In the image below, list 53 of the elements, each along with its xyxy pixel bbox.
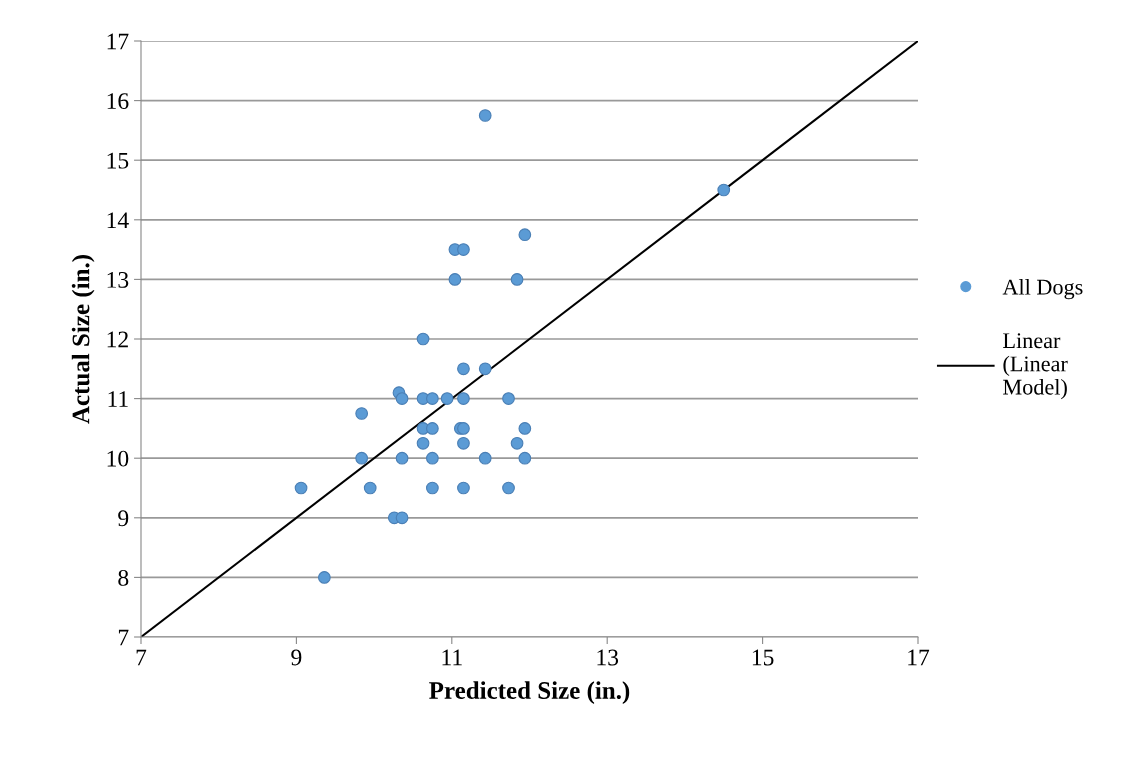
point	[363, 481, 377, 495]
point	[457, 436, 470, 450]
point	[416, 332, 430, 346]
point	[355, 451, 369, 465]
point	[440, 392, 454, 405]
point	[426, 481, 439, 495]
point	[478, 109, 492, 122]
point	[318, 571, 331, 584]
y-tick-label: 10	[107, 450, 129, 467]
point	[294, 481, 308, 495]
x-tick-label: 15	[752, 649, 774, 666]
point	[478, 451, 492, 465]
y-axis-title: Actual Size (in.)	[71, 255, 95, 424]
point	[518, 422, 532, 435]
point	[426, 392, 439, 405]
y-tick-label: 7	[118, 629, 129, 646]
point	[510, 436, 524, 450]
point	[518, 228, 532, 242]
y-tick-label: 16	[107, 93, 129, 110]
point	[395, 511, 409, 525]
x-tick-label: 13	[597, 649, 619, 666]
point	[457, 392, 470, 405]
legend-label: Linear (Linear Model)	[1003, 333, 1068, 400]
point	[416, 436, 430, 450]
x-tick-label: 7	[136, 649, 147, 666]
point	[518, 451, 532, 465]
point	[426, 422, 439, 435]
x-tick-label: 9	[291, 649, 302, 666]
point	[502, 481, 515, 495]
y-tick-label: 13	[107, 271, 129, 288]
y-tick-label: 15	[107, 152, 129, 169]
point	[395, 451, 409, 465]
point	[510, 273, 524, 286]
y-tick-label: 14	[107, 212, 129, 228]
x-tick-label: 17	[908, 649, 930, 666]
y-tick-label: 12	[107, 331, 128, 348]
legend-label: All Dogs	[1002, 278, 1083, 300]
y-tick-label: 9	[118, 510, 129, 527]
point	[426, 451, 439, 465]
point	[502, 392, 515, 405]
point	[457, 481, 470, 495]
x-tick-label: 11	[442, 649, 462, 666]
point	[355, 407, 369, 420]
point	[478, 362, 492, 376]
point	[457, 243, 470, 256]
y-tick-label: 11	[108, 391, 128, 407]
point	[457, 362, 470, 376]
point	[448, 273, 462, 286]
y-tick-label: 17	[107, 33, 129, 50]
y-tick-label: 8	[118, 569, 129, 586]
point	[717, 183, 731, 197]
x-axis-title: Predicted Size (in.)	[429, 681, 630, 704]
point	[395, 392, 409, 405]
